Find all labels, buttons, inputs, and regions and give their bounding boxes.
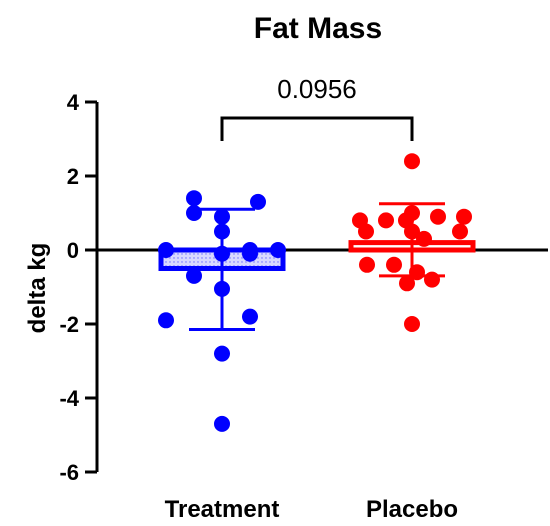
data-point	[214, 245, 230, 262]
data-points	[158, 153, 472, 432]
data-point	[250, 193, 266, 210]
chart-title: Fat Mass	[254, 12, 382, 45]
data-point	[242, 245, 258, 262]
axes: 4 2 0 -2 -4 -6	[59, 90, 548, 485]
y-tick-label: 4	[67, 90, 80, 115]
y-tick-label: 0	[67, 238, 79, 263]
data-point	[270, 242, 286, 258]
data-point	[456, 208, 472, 225]
category-labels: Treatment Placebo	[165, 496, 458, 523]
y-tick-label: 2	[67, 164, 79, 189]
data-point	[358, 223, 374, 240]
y-axis-label: delta kg	[24, 243, 51, 334]
data-point	[214, 415, 230, 432]
data-point	[214, 280, 230, 297]
data-point	[416, 230, 432, 247]
data-point	[186, 267, 202, 284]
data-point	[158, 242, 174, 258]
data-point	[404, 316, 420, 332]
data-point	[409, 264, 425, 281]
bracket-line	[220, 116, 414, 141]
significance-bracket: 0.0956	[220, 74, 414, 141]
y-tick-label: -2	[59, 312, 79, 337]
data-point	[452, 223, 468, 240]
data-point	[359, 256, 375, 273]
data-point	[378, 212, 394, 229]
data-point	[214, 208, 230, 225]
data-point	[186, 205, 202, 221]
data-point	[424, 271, 440, 288]
category-label: Placebo	[366, 496, 458, 523]
data-point	[386, 256, 402, 273]
data-point	[404, 153, 420, 170]
y-tick-label: -6	[59, 460, 79, 485]
data-point	[399, 275, 415, 292]
data-point	[214, 223, 230, 240]
data-point	[430, 208, 446, 225]
data-point	[404, 223, 420, 240]
category-label: Treatment	[165, 496, 280, 523]
p-value-label: 0.0956	[277, 74, 357, 104]
data-point	[158, 312, 174, 329]
y-tick-label: -4	[59, 386, 79, 411]
data-point	[186, 190, 202, 207]
data-point	[242, 308, 258, 325]
data-point	[214, 345, 230, 362]
